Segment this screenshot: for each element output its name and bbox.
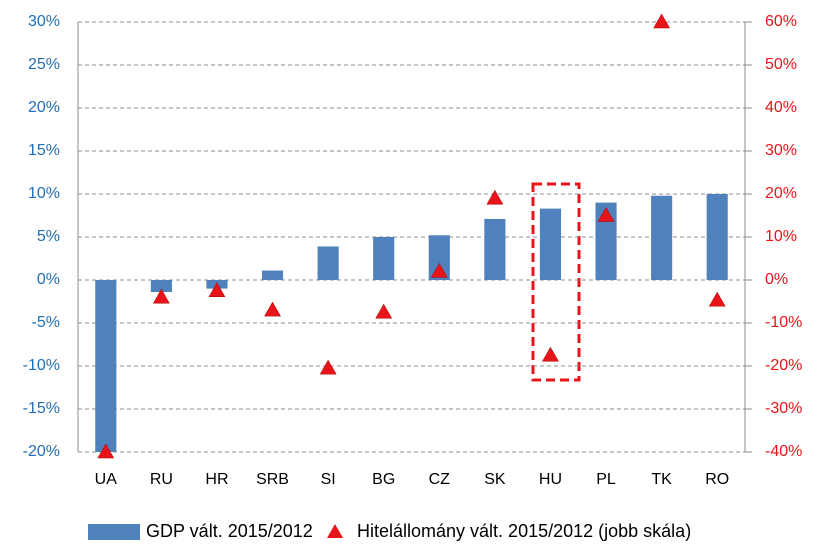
y2-tick-label: -10% [765, 314, 802, 331]
triangle-marker [708, 291, 726, 307]
y-tick-label: -20% [23, 443, 60, 460]
y-tick-label: 20% [28, 99, 60, 116]
x-tick-label: SK [484, 471, 506, 488]
bar [595, 202, 617, 280]
y-tick-label: -5% [32, 314, 60, 331]
bar [651, 195, 673, 280]
y2-tick-label: -40% [765, 443, 802, 460]
x-tick-label: CZ [429, 471, 451, 488]
bar [373, 237, 395, 280]
triangle-marker [653, 13, 671, 29]
x-tick-label: RO [705, 471, 729, 488]
bar [539, 208, 562, 280]
triangle-marker [486, 189, 504, 205]
x-tick-label: BG [372, 471, 395, 488]
x-tick-label: UA [95, 471, 118, 488]
triangle-marker [597, 206, 615, 222]
y2-tick-label: 10% [765, 228, 797, 245]
x-tick-label: RU [150, 471, 173, 488]
y-tick-label: 25% [28, 56, 60, 73]
x-tick-label: HR [205, 471, 228, 488]
y2-tick-label: 0% [765, 271, 788, 288]
y-tick-label: 0% [37, 271, 60, 288]
bar [706, 194, 728, 280]
x-tick-label: HU [539, 471, 562, 488]
y2-tick-label: 30% [765, 142, 797, 159]
y-tick-label: -10% [23, 357, 60, 374]
x-tick-label: TK [651, 471, 672, 488]
y2-tick-label: 40% [765, 99, 797, 116]
legend-marker [88, 524, 140, 540]
legend-label: Hitelállomány vált. 2015/2012 (jobb skál… [357, 521, 691, 541]
bar [95, 280, 117, 452]
x-tick-label: PL [596, 471, 616, 488]
y-tick-label: -15% [23, 400, 60, 417]
y-tick-label: 5% [37, 228, 60, 245]
y2-tick-label: 20% [765, 185, 797, 202]
legend-label: GDP vált. 2015/2012 [146, 521, 313, 541]
triangle-marker [375, 303, 393, 319]
legend-marker [327, 524, 343, 538]
bar [150, 280, 172, 293]
y2-tick-label: -20% [765, 357, 802, 374]
triangle-marker [97, 443, 115, 459]
bar [484, 218, 506, 280]
triangle-marker [152, 288, 170, 304]
triangle-marker [319, 359, 337, 375]
y-tick-label: 10% [28, 185, 60, 202]
y-tick-label: 30% [28, 13, 60, 30]
triangle-marker [208, 282, 226, 297]
triangle-marker [264, 301, 281, 317]
bar [261, 270, 284, 280]
y2-tick-label: -30% [765, 400, 802, 417]
bar [428, 235, 450, 280]
y-tick-label: 15% [28, 142, 60, 159]
y2-tick-label: 60% [765, 13, 797, 30]
triangle-marker [542, 346, 559, 362]
y2-tick-label: 50% [765, 56, 797, 73]
highlight-box [531, 182, 581, 382]
x-tick-label: SI [321, 471, 336, 488]
triangle-marker [430, 262, 448, 278]
bar [317, 246, 339, 280]
x-tick-label: SRB [256, 471, 289, 488]
